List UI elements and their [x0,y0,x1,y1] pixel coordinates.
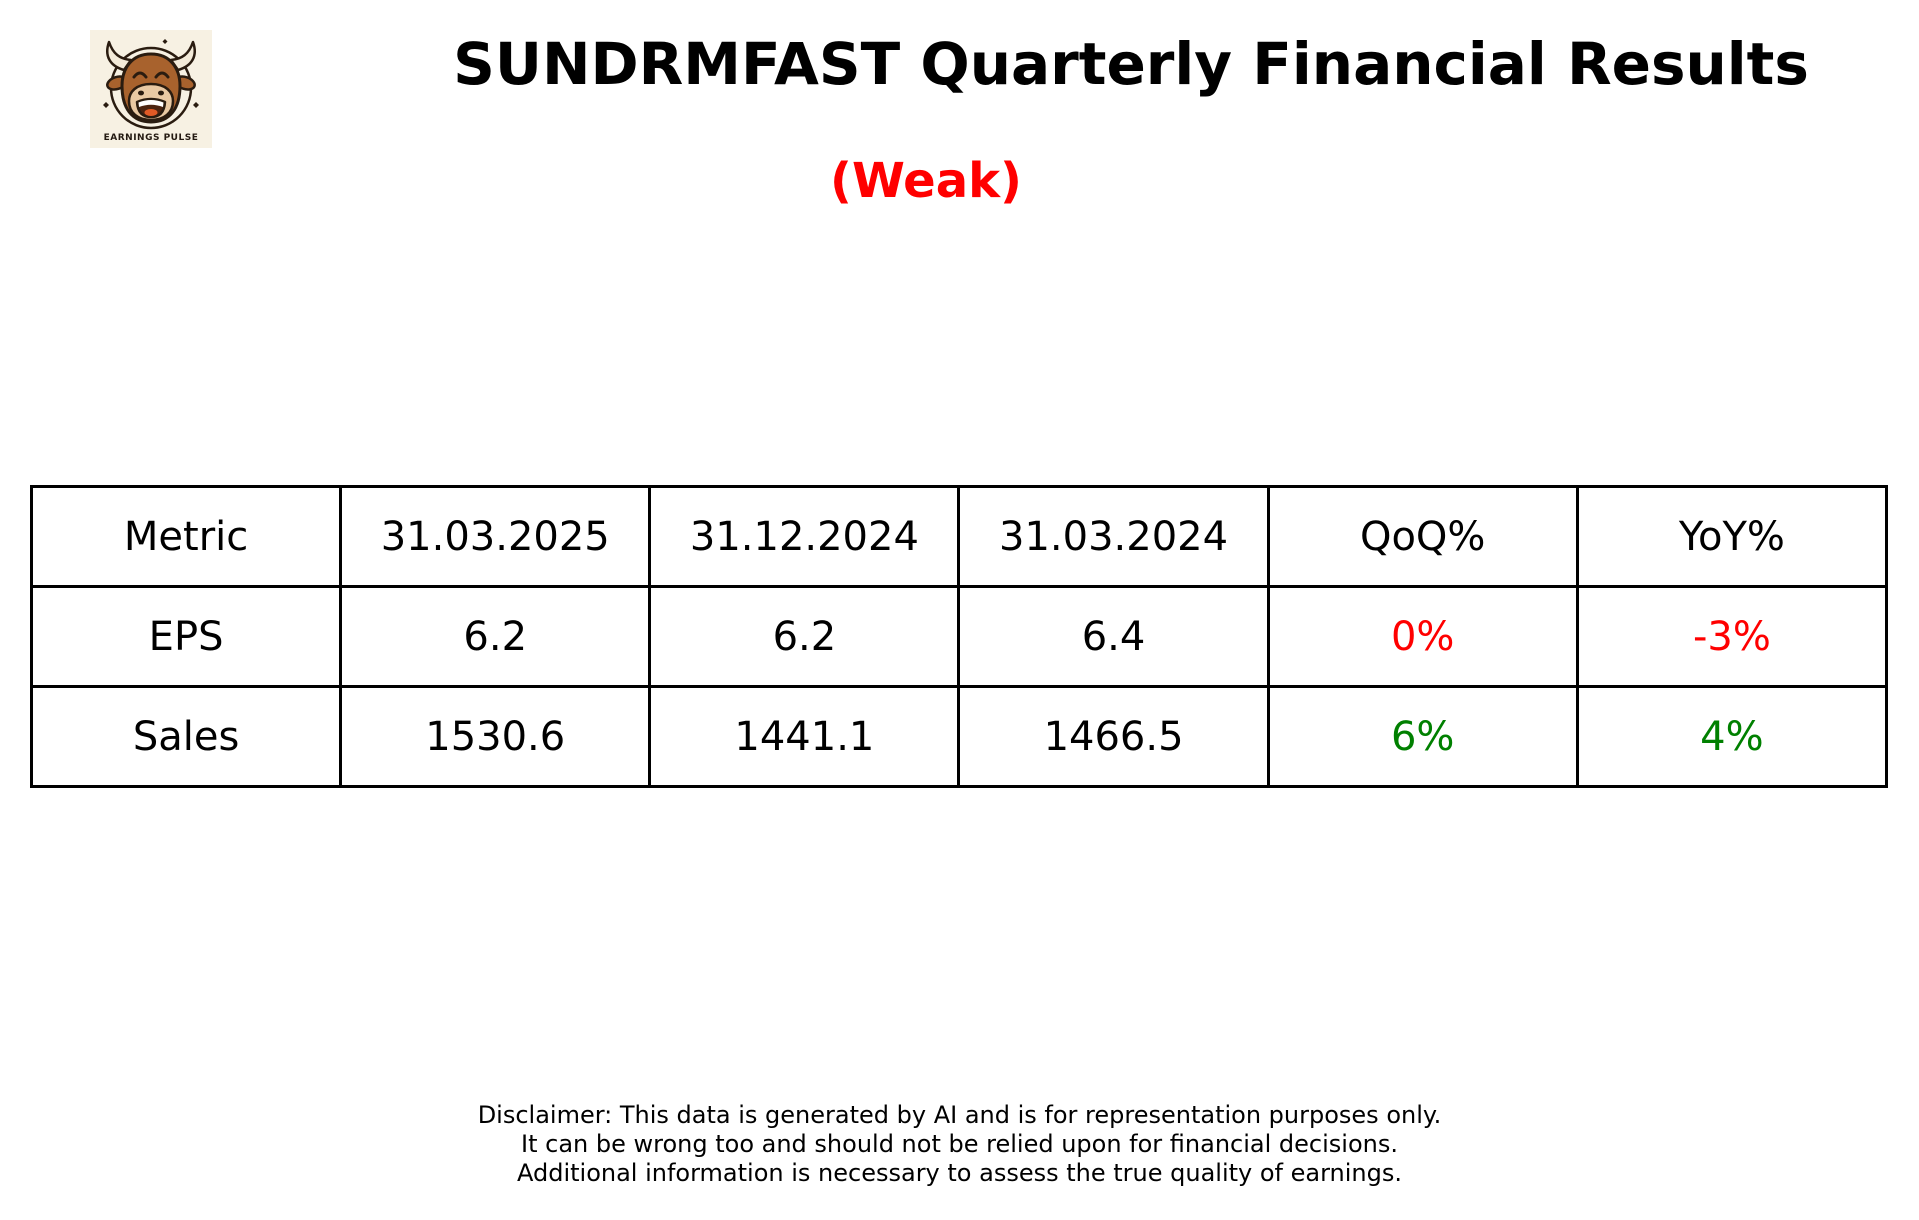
eps-value-previous: 6.2 [648,585,961,688]
disclaimer-line-1: Disclaimer: This data is generated by AI… [477,1101,1442,1129]
column-header-metric: Metric [29,485,343,588]
quarterly-results-table: Metric 31.03.2025 31.12.2024 31.03.2024 … [29,485,1889,788]
column-header-qoq: QoQ% [1266,485,1579,588]
sales-qoq-percent: 6% [1266,685,1579,788]
sales-metric-label: Sales [29,685,343,788]
table-header-row: Metric 31.03.2025 31.12.2024 31.03.2024 … [29,485,1889,588]
page-title: SUNDRMFAST Quarterly Financial Results [453,30,1809,98]
table-row-eps: EPS 6.2 6.2 6.4 0% -3% [29,585,1889,688]
column-header-q-previous: 31.12.2024 [648,485,961,588]
eps-metric-label: EPS [29,585,343,688]
eps-value-yearago: 6.4 [957,585,1270,688]
earnings-pulse-logo: EARNINGS PULSE [90,30,212,148]
bull-icon: EARNINGS PULSE [90,30,212,148]
eps-yoy-percent: -3% [1575,585,1889,688]
eps-qoq-percent: 0% [1266,585,1579,688]
disclaimer-line-3: Additional information is necessary to a… [516,1159,1402,1187]
sales-value-current: 1530.6 [339,685,652,788]
column-header-yoy: YoY% [1575,485,1889,588]
column-header-q-yearago: 31.03.2024 [957,485,1270,588]
verdict-label: (Weak) [830,153,1022,209]
column-header-q-current: 31.03.2025 [339,485,652,588]
disclaimer: Disclaimer: This data is generated by AI… [0,1101,1919,1188]
sales-yoy-percent: 4% [1575,685,1889,788]
eps-value-current: 6.2 [339,585,652,688]
sales-value-yearago: 1466.5 [957,685,1270,788]
disclaimer-line-2: It can be wrong too and should not be re… [521,1130,1398,1158]
table-row-sales: Sales 1530.6 1441.1 1466.5 6% 4% [29,685,1889,788]
logo-brand-text: EARNINGS PULSE [104,133,199,143]
sales-value-previous: 1441.1 [648,685,961,788]
